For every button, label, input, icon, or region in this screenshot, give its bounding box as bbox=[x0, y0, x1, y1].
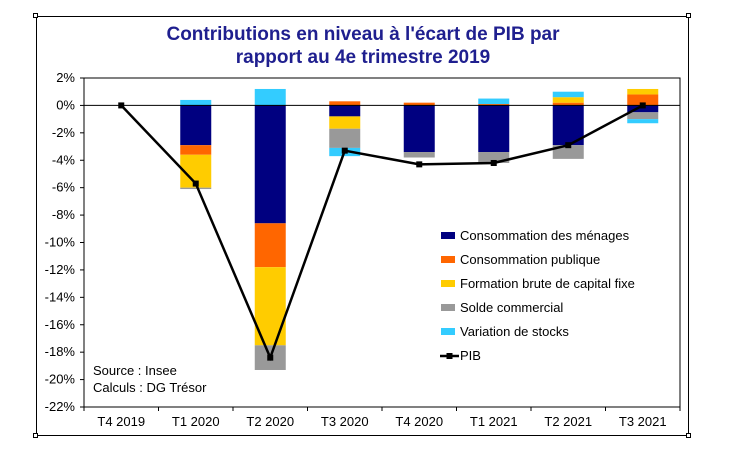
bar-consommation-des-menages[interactable] bbox=[403, 105, 435, 153]
resize-handle-bottom-right[interactable] bbox=[686, 433, 691, 438]
x-tick-label: T3 2021 bbox=[619, 414, 667, 429]
bar-variation-de-stocks[interactable] bbox=[478, 98, 510, 105]
pib-point[interactable] bbox=[639, 102, 646, 109]
bar-consommation-publique[interactable] bbox=[478, 104, 510, 106]
legend-label-consommation-des-menages: Consommation des ménages bbox=[460, 228, 630, 243]
x-tick-label: T1 2021 bbox=[470, 414, 518, 429]
y-tick-label: -12% bbox=[45, 262, 76, 277]
plot-area: 2% 0% -2% -4% -6% -8% -10% -12% -14% -16% -18% -20%… bbox=[45, 70, 681, 429]
pib-point[interactable] bbox=[490, 159, 497, 166]
x-tick-label: T4 2020 bbox=[395, 414, 443, 429]
y-tick-label: -14% bbox=[45, 289, 76, 304]
y-tick-label: -10% bbox=[45, 235, 76, 250]
x-tick-label: T2 2020 bbox=[246, 414, 294, 429]
bar-solde-commercial[interactable] bbox=[403, 152, 435, 158]
bar-formation-brute-de-capital-fixe[interactable] bbox=[329, 116, 361, 129]
resize-handle-top-right[interactable] bbox=[686, 13, 691, 18]
y-tick-label: -2% bbox=[52, 125, 76, 140]
pib-point[interactable] bbox=[565, 142, 572, 149]
bar-variation-de-stocks[interactable] bbox=[254, 88, 286, 106]
bar-solde-commercial[interactable] bbox=[627, 112, 659, 120]
bar-consommation-publique[interactable] bbox=[254, 223, 286, 268]
resize-handle-top-left[interactable] bbox=[33, 13, 38, 18]
bar-solde-commercial[interactable] bbox=[552, 145, 584, 159]
source-note: Source : Insee bbox=[93, 363, 177, 378]
legend-swatch-consommation-des-menages bbox=[441, 232, 455, 239]
bar-solde-commercial[interactable] bbox=[478, 152, 510, 163]
y-tick-label: -20% bbox=[45, 372, 76, 387]
legend-marker-pib bbox=[446, 353, 453, 359]
y-tick-label: -8% bbox=[52, 207, 76, 222]
pib-line bbox=[120, 104, 644, 362]
resize-handle-bottom-left[interactable] bbox=[33, 433, 38, 438]
y-tick-label: -4% bbox=[52, 152, 76, 167]
chart-frame bbox=[36, 16, 689, 436]
bar-consommation-des-menages[interactable] bbox=[329, 105, 361, 117]
bar-variation-de-stocks[interactable] bbox=[552, 91, 584, 98]
bar-consommation-des-menages[interactable] bbox=[180, 105, 212, 146]
x-tick-label: T1 2020 bbox=[172, 414, 220, 429]
bar-solde-commercial[interactable] bbox=[180, 187, 212, 190]
legend-swatch-consommation-publique bbox=[441, 256, 455, 263]
x-tick-label: T4 2019 bbox=[97, 414, 145, 429]
bar-consommation-publique[interactable] bbox=[552, 102, 584, 106]
pib-point[interactable] bbox=[192, 180, 199, 187]
y-tick-label: 0% bbox=[56, 97, 75, 112]
legend: Consommation des ménages Consommation pub… bbox=[440, 228, 635, 363]
bar-variation-de-stocks[interactable] bbox=[627, 119, 659, 124]
x-tick-label: T2 2021 bbox=[544, 414, 592, 429]
legend-label-variation-de-stocks: Variation de stocks bbox=[460, 324, 569, 339]
legend-swatch-solde-commercial bbox=[441, 304, 455, 311]
chart-title-line-2: rapport au 4e trimestre 2019 bbox=[236, 47, 491, 68]
y-tick-label: 2% bbox=[56, 70, 75, 85]
bar-consommation-publique[interactable] bbox=[180, 145, 212, 155]
legend-swatch-formation-brute-de-capital-fixe bbox=[441, 280, 455, 287]
pib-point[interactable] bbox=[341, 147, 348, 154]
legend-label-solde-commercial: Solde commercial bbox=[460, 300, 563, 315]
legend-label-consommation-publique: Consommation publique bbox=[460, 252, 600, 267]
pib-point[interactable] bbox=[267, 354, 274, 361]
bar-consommation-publique[interactable] bbox=[403, 102, 435, 106]
bar-consommation-publique[interactable] bbox=[627, 94, 659, 106]
bar-consommation-publique[interactable] bbox=[329, 101, 361, 106]
bar-formation-brute-de-capital-fixe[interactable] bbox=[627, 88, 659, 95]
pib-point[interactable] bbox=[416, 161, 423, 168]
legend-label-formation-brute-de-capital-fixe: Formation brute de capital fixe bbox=[460, 276, 635, 291]
bar-consommation-des-menages[interactable] bbox=[254, 105, 286, 224]
bar-consommation-des-menages[interactable] bbox=[478, 105, 510, 153]
chart-title-line-1: Contributions en niveau à l'écart de PIB… bbox=[166, 24, 560, 45]
calculs-note: Calculs : DG Trésor bbox=[93, 380, 207, 395]
x-tick-label: T3 2020 bbox=[321, 414, 369, 429]
y-tick-label: -16% bbox=[45, 317, 76, 332]
y-tick-label: -18% bbox=[45, 344, 76, 359]
pib-point[interactable] bbox=[118, 102, 125, 109]
y-tick-label: -6% bbox=[52, 180, 76, 195]
bar-variation-de-stocks[interactable] bbox=[180, 99, 212, 106]
legend-swatch-variation-de-stocks bbox=[441, 328, 455, 335]
bar-formation-brute-de-capital-fixe[interactable] bbox=[552, 97, 584, 103]
bar-solde-commercial[interactable] bbox=[329, 128, 361, 148]
y-tick-label: -22% bbox=[45, 399, 76, 414]
legend-label-pib: PIB bbox=[460, 348, 481, 363]
bar-consommation-des-menages[interactable] bbox=[627, 105, 659, 113]
